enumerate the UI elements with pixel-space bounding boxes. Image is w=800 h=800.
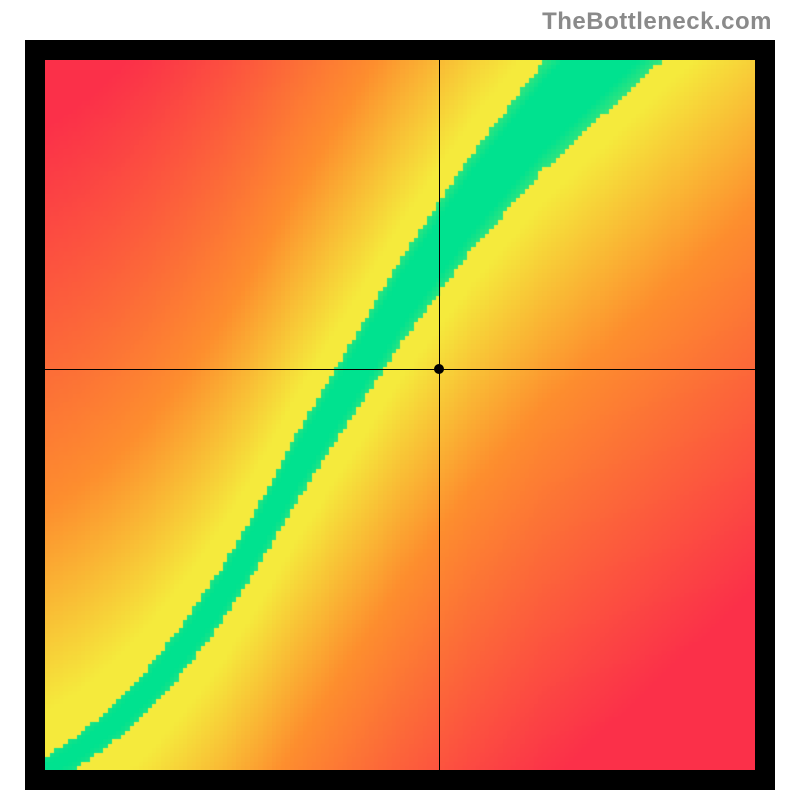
chart-frame: [25, 40, 775, 790]
heatmap-canvas: [45, 60, 755, 770]
crosshair-vertical: [439, 60, 440, 770]
watermark-text: TheBottleneck.com: [542, 8, 772, 36]
plot-area: [45, 60, 755, 770]
data-point-marker: [434, 364, 444, 374]
crosshair-horizontal: [45, 369, 755, 370]
